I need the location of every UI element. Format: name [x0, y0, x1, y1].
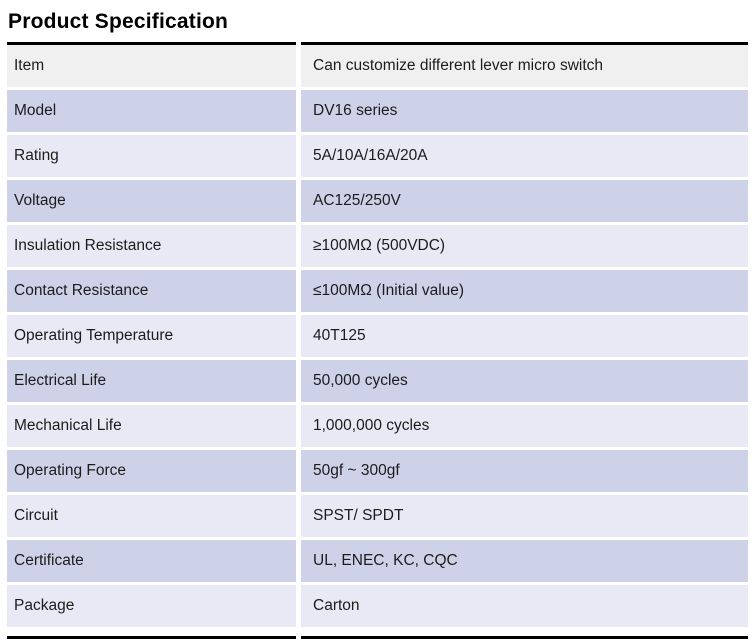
- spec-value: 50,000 cycles: [301, 360, 748, 402]
- product-specification-page: Product Specification Item Can customize…: [0, 9, 754, 644]
- table-row: Voltage AC125/250V: [7, 180, 748, 222]
- table-row: Mechanical Life 1,000,000 cycles: [7, 405, 748, 447]
- spec-label: Certificate: [7, 540, 296, 582]
- table-row: Insulation Resistance ≥100MΩ (500VDC): [7, 225, 748, 267]
- spec-label: Operating Temperature: [7, 315, 296, 357]
- table-row: Item Can customize different lever micro…: [7, 42, 748, 87]
- spec-label: Operating Force: [7, 450, 296, 492]
- spec-value: UL, ENEC, KC, CQC: [301, 540, 748, 582]
- table-row: Package Carton: [7, 585, 748, 627]
- spec-label: Rating: [7, 135, 296, 177]
- spec-value: Carton: [301, 585, 748, 627]
- spec-value: 5A/10A/16A/20A: [301, 135, 748, 177]
- table-row: Rating 5A/10A/16A/20A: [7, 135, 748, 177]
- spec-label: Electrical Life: [7, 360, 296, 402]
- table-row: Contact Resistance ≤100MΩ (Initial value…: [7, 270, 748, 312]
- spec-value: DV16 series: [301, 90, 748, 132]
- spec-label: Package: [7, 585, 296, 627]
- spec-label: Model: [7, 90, 296, 132]
- spec-value: ≤100MΩ (Initial value): [301, 270, 748, 312]
- spec-value: 1,000,000 cycles: [301, 405, 748, 447]
- table-row: Model DV16 series: [7, 90, 748, 132]
- page-title: Product Specification: [8, 10, 229, 33]
- spec-value: AC125/250V: [301, 180, 748, 222]
- spec-label: Voltage: [7, 180, 296, 222]
- spec-value: 40T125: [301, 315, 748, 357]
- spec-label: Circuit: [7, 495, 296, 537]
- spec-table: Item Can customize different lever micro…: [7, 42, 748, 627]
- bottom-border-left-segment: [7, 636, 296, 639]
- table-row: Certificate UL, ENEC, KC, CQC: [7, 540, 748, 582]
- spec-value: Can customize different lever micro swit…: [301, 42, 748, 87]
- spec-label: Contact Resistance: [7, 270, 296, 312]
- spec-label: Insulation Resistance: [7, 225, 296, 267]
- spec-label: Mechanical Life: [7, 405, 296, 447]
- bottom-border-right-segment: [301, 636, 748, 639]
- table-bottom-border: [7, 636, 748, 639]
- spec-value: ≥100MΩ (500VDC): [301, 225, 748, 267]
- table-row: Operating Force 50gf ~ 300gf: [7, 450, 748, 492]
- table-row: Operating Temperature 40T125: [7, 315, 748, 357]
- spec-label: Item: [7, 42, 296, 87]
- table-row: Electrical Life 50,000 cycles: [7, 360, 748, 402]
- spec-value: 50gf ~ 300gf: [301, 450, 748, 492]
- table-row: Circuit SPST/ SPDT: [7, 495, 748, 537]
- spec-value: SPST/ SPDT: [301, 495, 748, 537]
